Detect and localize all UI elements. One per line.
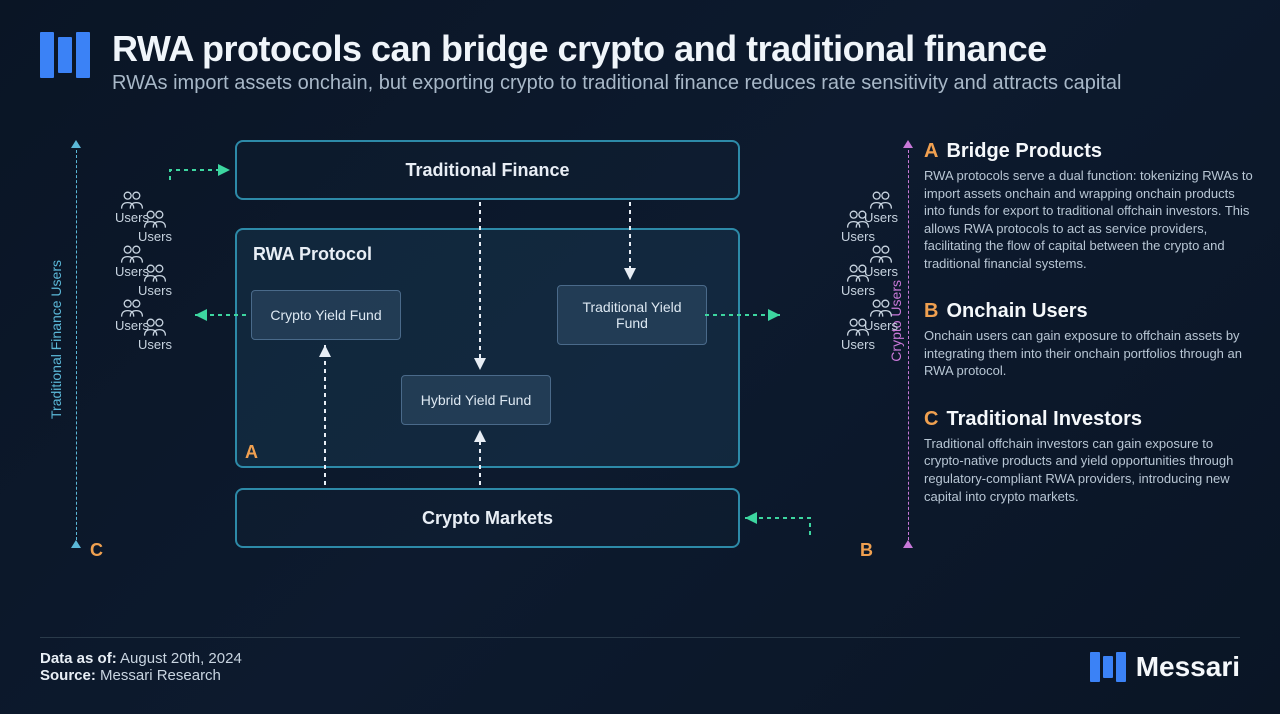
section-mark: C: [924, 408, 938, 430]
users-icon: Users: [818, 209, 898, 244]
sidebar-section-a: A Bridge Products RWA protocols serve a d…: [924, 140, 1256, 272]
section-title: Onchain Users: [946, 300, 1087, 322]
traditional-yield-fund: Traditional Yield Fund: [557, 285, 707, 345]
brand-wordmark: Messari: [1136, 651, 1240, 683]
date-label: Data as of:: [40, 650, 117, 667]
sidebar: A Bridge Products RWA protocols serve a d…: [924, 140, 1256, 533]
sidebar-section-c: C Traditional Investors Traditional offch…: [924, 408, 1256, 505]
users-icon: Users: [818, 263, 898, 298]
right-user-stack: UsersUsersUsersUsersUsersUsers: [864, 190, 898, 352]
users-icon: Users: [818, 317, 898, 352]
arrow-up-icon: [71, 540, 81, 548]
diagram-canvas: Traditional Finance Users Crypto Users U…: [40, 140, 900, 570]
section-mark: A: [924, 140, 938, 162]
right-axis-line: [908, 145, 909, 545]
left-user-stack: UsersUsersUsersUsersUsersUsers: [92, 190, 172, 352]
users-icon: Users: [138, 209, 172, 244]
section-title: Traditional Investors: [946, 408, 1142, 430]
source-label: Source:: [40, 667, 96, 684]
letter-a-mark: A: [245, 442, 258, 463]
crypto-yield-fund: Crypto Yield Fund: [251, 290, 401, 340]
left-axis-line: [76, 145, 77, 545]
box-label: Crypto Markets: [422, 508, 553, 529]
left-axis-label: Traditional Finance Users: [48, 260, 64, 419]
section-body: Onchain users can gain exposure to offch…: [924, 327, 1256, 380]
box-label: Traditional Finance: [405, 160, 569, 181]
source-value: Messari Research: [100, 667, 221, 684]
section-body: RWA protocols serve a dual function: tok…: [924, 167, 1256, 272]
arrow-up-icon: [71, 140, 81, 148]
users-icon: Users: [138, 317, 172, 352]
header: RWA protocols can bridge crypto and trad…: [40, 28, 1121, 95]
hybrid-yield-fund: Hybrid Yield Fund: [401, 375, 551, 425]
section-title: Bridge Products: [946, 140, 1102, 162]
page-title: RWA protocols can bridge crypto and trad…: [112, 28, 1121, 70]
logo-icon: [40, 32, 90, 78]
letter-b-mark: B: [860, 540, 873, 561]
box-label: RWA Protocol: [253, 244, 722, 265]
section-body: Traditional offchain investors can gain …: [924, 435, 1256, 505]
traditional-finance-box: Traditional Finance: [235, 140, 740, 200]
sidebar-section-b: B Onchain Users Onchain users can gain ex…: [924, 300, 1256, 380]
users-icon: Users: [138, 263, 172, 298]
crypto-markets-box: Crypto Markets: [235, 488, 740, 548]
page-subtitle: RWAs import assets onchain, but exportin…: [112, 72, 1121, 95]
arrow-up-icon: [903, 140, 913, 148]
footer: Data as of: August 20th, 2024 Source: Me…: [40, 637, 1240, 684]
arrow-up-icon: [903, 540, 913, 548]
logo-icon: [1090, 652, 1126, 682]
section-mark: B: [924, 300, 938, 322]
rwa-protocol-box: RWA Protocol Crypto Yield Fund Tradition…: [235, 228, 740, 468]
footer-logo: Messari: [1090, 651, 1240, 683]
letter-c-mark: C: [90, 540, 103, 561]
date-value: August 20th, 2024: [120, 650, 242, 667]
